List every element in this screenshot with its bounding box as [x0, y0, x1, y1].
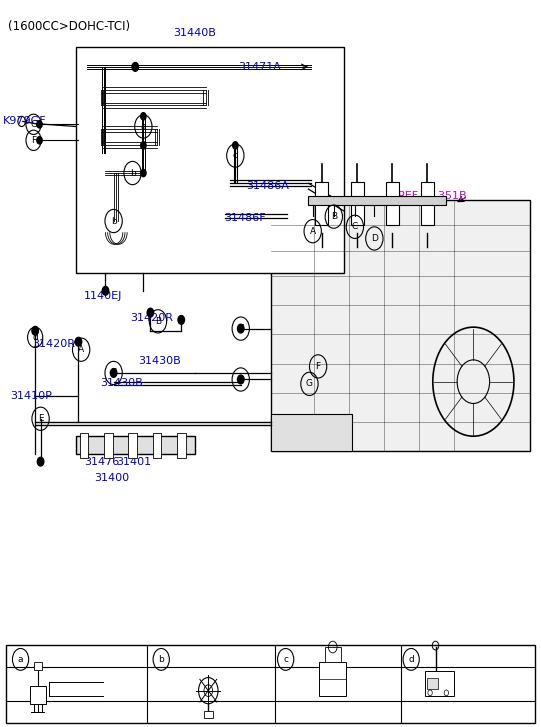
Text: G: G	[30, 120, 37, 129]
Text: 31400: 31400	[95, 473, 130, 483]
Text: 31401: 31401	[116, 457, 151, 467]
Text: 31485B: 31485B	[108, 699, 151, 710]
Circle shape	[75, 337, 82, 346]
Text: 31960: 31960	[430, 677, 465, 687]
Bar	[80, 433, 88, 458]
Circle shape	[141, 169, 146, 177]
Text: 31470S: 31470S	[62, 684, 104, 694]
Bar	[153, 433, 161, 458]
Circle shape	[141, 142, 146, 149]
Text: 31470S: 31470S	[62, 684, 104, 694]
Bar	[427, 678, 438, 689]
Text: d: d	[408, 655, 414, 664]
Bar	[104, 433, 113, 458]
Text: 31486U: 31486U	[313, 680, 356, 690]
Text: 31420R: 31420R	[32, 339, 75, 349]
Text: d: d	[32, 333, 38, 342]
Text: 31488T: 31488T	[437, 694, 479, 704]
Bar	[6, 645, 535, 723]
Text: a: a	[18, 655, 23, 664]
Circle shape	[141, 113, 146, 120]
Text: 31485B: 31485B	[108, 699, 151, 710]
Bar	[34, 662, 42, 670]
Bar	[315, 182, 328, 225]
Text: b: b	[159, 655, 164, 664]
Text: 31486L: 31486L	[295, 694, 337, 704]
Text: E: E	[38, 414, 43, 423]
Text: K979GF: K979GF	[3, 116, 47, 126]
Text: 31488A: 31488A	[181, 654, 224, 664]
Bar	[270, 414, 352, 451]
Circle shape	[237, 324, 244, 333]
Text: a: a	[141, 122, 146, 131]
Circle shape	[178, 316, 184, 324]
Polygon shape	[270, 200, 530, 451]
Text: C: C	[110, 369, 117, 377]
Circle shape	[32, 326, 38, 335]
Bar	[30, 686, 46, 704]
Text: B: B	[155, 317, 161, 326]
Text: c: c	[233, 151, 238, 160]
Circle shape	[233, 142, 238, 149]
Bar	[421, 182, 434, 225]
Text: 31420R: 31420R	[130, 313, 173, 323]
Text: 1140EJ: 1140EJ	[84, 291, 122, 301]
Bar	[351, 182, 364, 225]
Text: 31471A: 31471A	[238, 62, 281, 72]
Bar	[386, 182, 399, 225]
Text: 31486L: 31486L	[295, 694, 337, 704]
Bar	[308, 196, 446, 205]
Text: D: D	[237, 375, 244, 384]
Bar	[425, 671, 454, 696]
Circle shape	[147, 308, 154, 317]
Text: E: E	[238, 324, 243, 333]
Text: B: B	[331, 212, 337, 221]
Text: F: F	[31, 136, 36, 145]
Circle shape	[37, 121, 42, 128]
Text: b: b	[111, 217, 116, 225]
Text: 31486U: 31486U	[313, 680, 356, 690]
Text: 31476: 31476	[84, 457, 119, 467]
Text: REF.31-351B: REF.31-351B	[398, 191, 467, 201]
Bar	[76, 47, 344, 273]
Text: (1600CC>DOHC-TCI): (1600CC>DOHC-TCI)	[8, 20, 130, 33]
Circle shape	[37, 457, 44, 466]
Text: A: A	[309, 227, 316, 236]
Text: 31960: 31960	[430, 677, 465, 687]
Text: A: A	[78, 345, 84, 354]
Circle shape	[132, 63, 138, 71]
Text: D: D	[371, 234, 378, 243]
Bar	[76, 436, 195, 454]
Bar	[177, 433, 186, 458]
Text: F: F	[315, 362, 321, 371]
Bar	[204, 711, 213, 718]
Circle shape	[110, 369, 117, 377]
Text: 31410P: 31410P	[10, 391, 51, 401]
Text: G: G	[306, 379, 313, 388]
Bar	[128, 433, 137, 458]
Text: 31430B: 31430B	[138, 356, 181, 366]
Text: c: c	[283, 655, 288, 664]
Text: 31440B: 31440B	[173, 28, 216, 38]
Text: 31486A: 31486A	[246, 181, 289, 191]
Text: b: b	[130, 169, 135, 177]
Text: 31430B: 31430B	[100, 378, 143, 388]
Circle shape	[237, 375, 244, 384]
Bar	[319, 662, 346, 696]
Circle shape	[37, 137, 42, 144]
Circle shape	[102, 286, 109, 295]
Text: 31486F: 31486F	[225, 213, 266, 223]
Text: C: C	[352, 222, 358, 231]
Bar	[325, 647, 341, 662]
Text: 31488T: 31488T	[437, 694, 479, 704]
